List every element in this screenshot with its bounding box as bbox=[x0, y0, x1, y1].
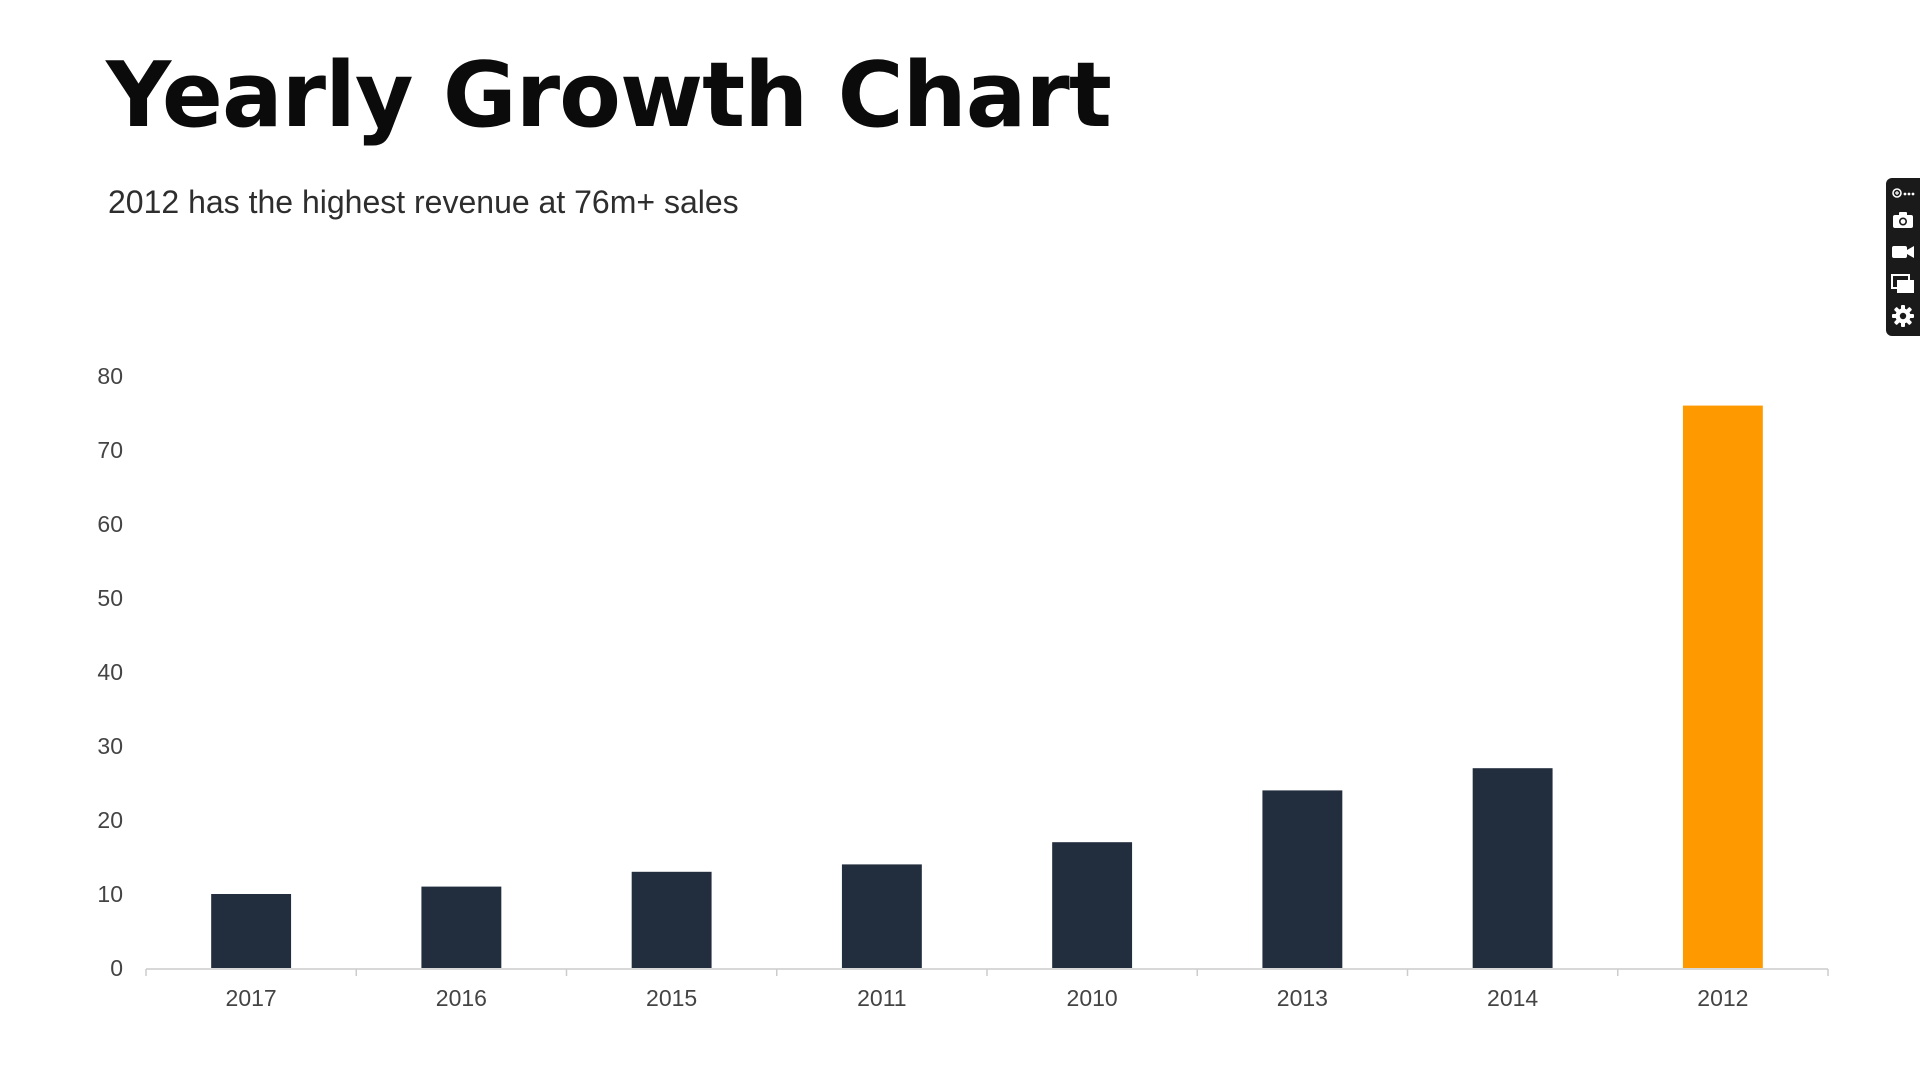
settings-button[interactable] bbox=[1886, 300, 1920, 332]
bars bbox=[211, 405, 1763, 969]
y-tick-label: 70 bbox=[97, 437, 123, 463]
bar-2015 bbox=[631, 871, 712, 968]
extension-menu-icon bbox=[1891, 186, 1915, 200]
windows-icon bbox=[1891, 274, 1915, 294]
y-tick-label: 20 bbox=[97, 807, 123, 833]
window-capture-button[interactable] bbox=[1886, 268, 1920, 300]
y-tick-label: 50 bbox=[97, 585, 123, 611]
y-tick-label: 0 bbox=[110, 955, 123, 981]
y-tick-label: 60 bbox=[97, 511, 123, 537]
x-tick-label: 2014 bbox=[1487, 985, 1538, 1011]
x-axis-ticks bbox=[145, 969, 1829, 976]
screenshot-button[interactable] bbox=[1886, 204, 1920, 236]
y-tick-label: 40 bbox=[97, 659, 123, 685]
bar-highlight-2012 bbox=[1682, 405, 1763, 969]
extension-menu-button[interactable] bbox=[1886, 182, 1920, 204]
x-tick-label: 2012 bbox=[1697, 985, 1748, 1011]
camera-icon bbox=[1892, 211, 1914, 229]
screen-capture-toolbar bbox=[1886, 178, 1920, 336]
record-video-button[interactable] bbox=[1886, 236, 1920, 268]
x-tick-label: 2010 bbox=[1067, 985, 1118, 1011]
bar-2011 bbox=[841, 864, 922, 968]
video-camera-icon bbox=[1891, 244, 1915, 260]
y-tick-label: 30 bbox=[97, 733, 123, 759]
bar-2013 bbox=[1262, 790, 1343, 968]
x-tick-label: 2015 bbox=[646, 985, 697, 1011]
x-tick-label: 2013 bbox=[1277, 985, 1328, 1011]
x-tick-label: 2017 bbox=[226, 985, 277, 1011]
page-subtitle: 2012 has the highest revenue at 76m+ sal… bbox=[108, 184, 739, 220]
page-title: Yearly Growth Chart bbox=[106, 43, 1112, 148]
bar-2014 bbox=[1472, 768, 1553, 968]
bar-2010 bbox=[1052, 842, 1133, 968]
x-axis-tick-labels: 2017 2016 2015 2011 2010 2013 2014 2012 bbox=[226, 985, 1749, 1011]
y-tick-label: 10 bbox=[97, 881, 123, 907]
x-tick-label: 2011 bbox=[857, 985, 906, 1011]
y-tick-label: 80 bbox=[97, 363, 123, 389]
bar-2017 bbox=[211, 894, 292, 968]
bar-2016 bbox=[421, 886, 502, 968]
y-axis-tick-labels: 0 10 20 30 40 50 60 70 80 bbox=[97, 363, 123, 981]
x-tick-label: 2016 bbox=[436, 985, 487, 1011]
gear-icon bbox=[1891, 304, 1915, 328]
